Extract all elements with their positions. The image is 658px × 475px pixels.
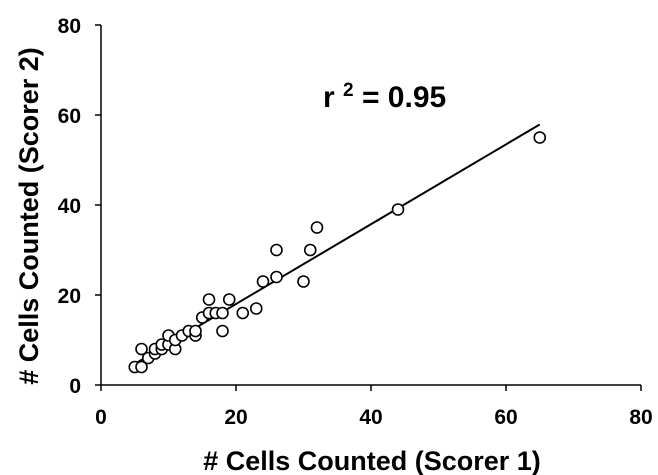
r-squared-value: = 0.95 [362, 81, 446, 114]
data-point [310, 221, 324, 234]
x-axis-title: # Cells Counted (Scorer 1) [203, 446, 541, 475]
axes [95, 24, 642, 391]
data-point [189, 324, 202, 338]
data-point [256, 275, 270, 288]
data-points [128, 131, 547, 374]
x-tick-marks [100, 385, 642, 391]
data-point [533, 131, 547, 144]
y-tick-label: 80 [58, 15, 81, 38]
y-tick-label: 60 [58, 105, 81, 128]
data-point [236, 306, 250, 320]
y-tick-label: 0 [69, 375, 81, 398]
x-tick-label: 0 [95, 406, 107, 429]
data-point [270, 270, 283, 284]
data-point [202, 293, 216, 306]
data-point [222, 293, 236, 306]
y-tick-label: 40 [58, 195, 81, 218]
data-point [249, 302, 263, 315]
r-squared-base: r [323, 81, 335, 114]
y-axis-title: # Cells Counted (Scorer 2) [14, 47, 44, 385]
data-point [135, 342, 148, 356]
r-squared-annotation: r 2 = 0.95 [323, 70, 446, 114]
data-point [135, 360, 148, 374]
data-point [297, 275, 310, 288]
data-point [216, 324, 229, 338]
y-tick-labels: 0 20 40 60 80 [58, 15, 81, 398]
y-tick-label: 20 [58, 285, 81, 308]
data-point [270, 243, 283, 257]
x-tick-label: 80 [629, 406, 652, 429]
x-tick-label: 40 [359, 406, 382, 429]
data-point [303, 243, 317, 257]
x-tick-label: 60 [494, 406, 517, 429]
data-point [391, 203, 405, 216]
x-tick-label: 20 [224, 406, 247, 429]
x-tick-labels: 0 20 40 60 80 [95, 406, 653, 429]
trendline [134, 123, 541, 365]
y-tick-marks [95, 24, 101, 386]
r-squared-superscript: 2 [343, 80, 354, 101]
data-point [216, 306, 229, 320]
